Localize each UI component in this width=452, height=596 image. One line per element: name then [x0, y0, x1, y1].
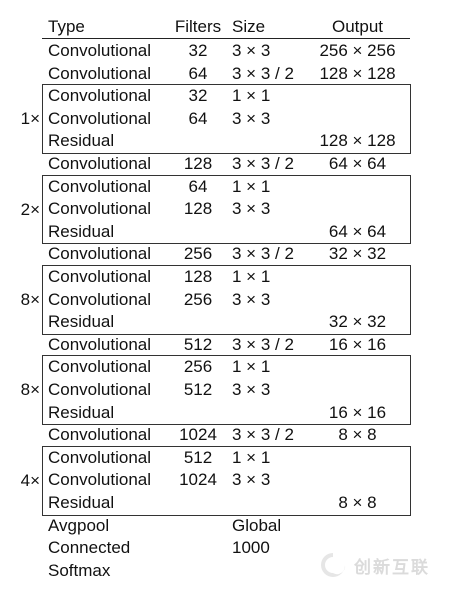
residual-block-box: [42, 355, 411, 426]
row-15-filters: 512: [183, 380, 213, 399]
header-rule: [42, 38, 410, 39]
row-5-output: 64 × 64: [328, 154, 387, 173]
watermark: 创新互联: [318, 548, 430, 582]
row-18-size: 1 × 1: [232, 447, 271, 467]
block-multiplier: 8×: [20, 380, 40, 400]
header-size: Size: [232, 17, 266, 36]
row-5-type: Convolutional: [48, 154, 152, 173]
block-multiplier: 4×: [20, 470, 40, 490]
row-2-type: Convolutional: [48, 86, 152, 106]
row-17-size: 3 × 3 / 2: [232, 425, 294, 445]
row-6-filters: 64: [188, 176, 208, 196]
row-19-size: 3 × 3: [232, 470, 271, 490]
row-5-filters: 128: [183, 154, 213, 173]
row-13-filters: 512: [183, 334, 213, 354]
row-11-size: 3 × 3: [232, 289, 271, 309]
row-1-filters: 64: [188, 63, 208, 83]
row-7-type: Convolutional: [48, 199, 152, 219]
row-13-output: 16 × 16: [328, 334, 387, 354]
row-1-output: 128 × 128: [319, 63, 396, 83]
row-6-size: 1 × 1: [232, 176, 271, 196]
row-16-type: Residual: [48, 402, 115, 422]
header-type: Type: [48, 17, 85, 36]
row-22-type: Connected: [48, 538, 131, 558]
row-18-type: Convolutional: [48, 447, 152, 467]
row-15-size: 3 × 3: [232, 380, 271, 399]
row-9-size: 3 × 3 / 2: [232, 244, 294, 264]
block-multiplier: 8×: [20, 289, 40, 309]
row-20-output: 8 × 8: [338, 493, 377, 512]
row-5-size: 3 × 3 / 2: [232, 154, 294, 173]
row-13-size: 3 × 3 / 2: [232, 334, 294, 354]
row-8-output: 64 × 64: [328, 221, 387, 241]
row-16-output: 16 × 16: [328, 402, 387, 422]
row-12-type: Residual: [48, 312, 115, 332]
row-4-type: Residual: [48, 131, 115, 151]
row-9-output: 32 × 32: [328, 244, 387, 264]
row-0-size: 3 × 3: [232, 41, 271, 60]
row-7-size: 3 × 3: [232, 199, 271, 219]
swirl-logo-icon: [321, 553, 346, 577]
header-filters: Filters: [174, 17, 222, 36]
header-output: Output: [331, 17, 384, 36]
row-19-type: Convolutional: [48, 470, 152, 490]
row-3-type: Convolutional: [48, 108, 152, 128]
row-23-type: Softmax: [48, 560, 111, 580]
row-18-filters: 512: [183, 447, 213, 467]
residual-block-box: [42, 265, 411, 335]
row-0-filters: 32: [188, 41, 208, 60]
row-3-size: 3 × 3: [232, 108, 271, 128]
row-9-filters: 256: [183, 244, 213, 264]
row-19-filters: 1024: [179, 470, 217, 490]
row-1-type: Convolutional: [48, 63, 152, 83]
row-3-filters: 64: [188, 108, 208, 128]
row-7-filters: 128: [183, 199, 213, 219]
row-0-output: 256 × 256: [319, 41, 396, 60]
row-9-type: Convolutional: [48, 244, 152, 264]
block-multiplier: 1×: [20, 109, 40, 129]
row-10-filters: 128: [183, 267, 213, 286]
row-21-type: Avgpool: [48, 515, 110, 535]
row-10-size: 1 × 1: [232, 267, 271, 286]
row-11-filters: 256: [183, 289, 213, 309]
row-11-type: Convolutional: [48, 289, 152, 309]
row-8-type: Residual: [48, 221, 115, 241]
row-15-type: Convolutional: [48, 380, 152, 399]
row-10-type: Convolutional: [48, 267, 152, 286]
row-4-output: 128 × 128: [319, 131, 396, 151]
residual-block-box: [42, 445, 411, 516]
row-17-output: 8 × 8: [338, 425, 377, 445]
block-multiplier: 2×: [20, 199, 40, 219]
residual-block-box: [42, 84, 411, 154]
row-14-size: 1 × 1: [232, 357, 271, 377]
row-14-type: Convolutional: [48, 357, 152, 377]
row-17-filters: 1024: [179, 425, 217, 445]
row-21-size: Global: [232, 515, 282, 535]
watermark-text: 创新互联: [354, 557, 430, 578]
row-2-size: 1 × 1: [232, 86, 271, 106]
row-13-type: Convolutional: [48, 334, 152, 354]
row-14-filters: 256: [183, 357, 213, 377]
row-20-type: Residual: [48, 493, 115, 512]
row-22-size: 1000: [232, 538, 270, 558]
row-17-type: Convolutional: [48, 425, 152, 445]
row-2-filters: 32: [188, 86, 208, 106]
row-6-type: Convolutional: [48, 176, 152, 196]
row-12-output: 32 × 32: [328, 312, 387, 332]
row-1-size: 3 × 3 / 2: [232, 63, 294, 83]
row-0-type: Convolutional: [48, 41, 152, 60]
residual-block-box: [42, 174, 411, 245]
